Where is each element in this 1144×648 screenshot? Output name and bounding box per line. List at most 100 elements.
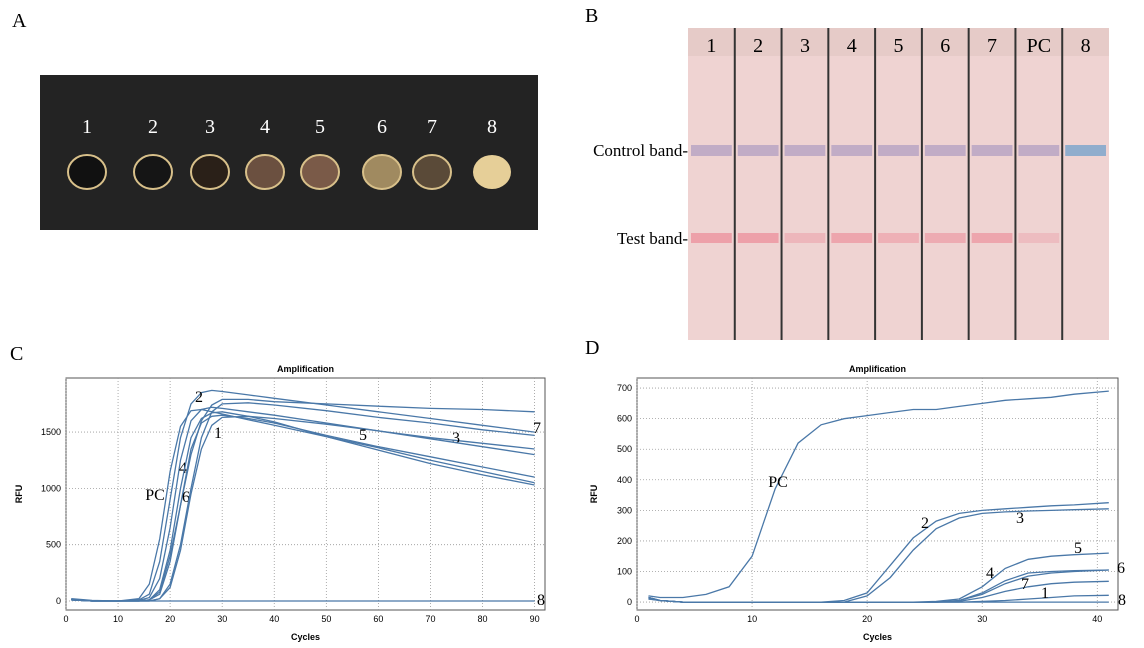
y-tick-label: 1500 (41, 427, 61, 437)
x-axis-label: Cycles (863, 632, 892, 642)
panel-label: C (10, 343, 23, 365)
seed (412, 154, 452, 190)
x-tick-label: 80 (478, 614, 488, 624)
x-tick-label: 20 (165, 614, 175, 624)
control-band (878, 145, 919, 156)
curve-label: 3 (452, 430, 460, 447)
y-tick-label: 0 (627, 597, 632, 607)
panel-label: A (12, 10, 27, 32)
amplification-curve (648, 390, 1109, 599)
plot-area (636, 377, 1119, 611)
x-tick-label: 0 (63, 614, 68, 624)
seed-number: 4 (260, 116, 270, 138)
seed-number: 6 (377, 116, 387, 138)
curve-label: PC (145, 487, 165, 504)
x-tick-label: 10 (747, 614, 757, 624)
x-tick-label: 40 (269, 614, 279, 624)
x-tick-label: 70 (425, 614, 435, 624)
seed (133, 154, 173, 190)
curve-label: 2 (921, 515, 929, 532)
seed (245, 154, 285, 190)
curve-label: 1 (214, 425, 222, 442)
curve-label: 7 (1021, 576, 1029, 593)
test-band (1018, 233, 1060, 243)
y-tick-label: 500 (46, 540, 61, 550)
y-tick-label: 300 (617, 505, 632, 515)
control-band (691, 145, 732, 156)
amplification-curve (71, 599, 535, 602)
curve-label: 4 (986, 565, 994, 582)
amplification-curve (648, 598, 1109, 603)
chart-title: Amplification (277, 364, 334, 374)
curve-label: 3 (1016, 510, 1024, 527)
test-band (784, 233, 826, 243)
y-tick-label: 1000 (41, 483, 61, 493)
control-band (831, 145, 873, 156)
y-axis-label: RFU (14, 485, 24, 504)
curve-label: 4 (179, 460, 187, 477)
x-tick-label: 30 (217, 614, 227, 624)
control-band (1018, 145, 1060, 156)
lane-label: 4 (847, 35, 857, 57)
y-axis-label: RFU (589, 485, 599, 504)
strip-photo (688, 28, 1109, 340)
control-band (971, 145, 1013, 156)
lane-label: 2 (753, 35, 763, 57)
panel-label: B (585, 5, 598, 27)
y-tick-label: 500 (617, 444, 632, 454)
curve-label: PC (768, 474, 788, 491)
band-label: Control band- (593, 141, 688, 160)
y-tick-label: 400 (617, 475, 632, 485)
lane-label: 6 (940, 35, 950, 57)
seed-number: 7 (427, 116, 437, 138)
y-tick-label: 600 (617, 414, 632, 424)
y-tick-label: 0 (56, 596, 61, 606)
test-band (691, 233, 732, 243)
plot-area (65, 377, 546, 611)
x-tick-label: 20 (862, 614, 872, 624)
curve-label: 5 (1074, 540, 1082, 557)
chart-title: Amplification (849, 364, 906, 374)
test-band (737, 233, 779, 243)
seed-number: 3 (205, 116, 215, 138)
x-tick-label: 30 (977, 614, 987, 624)
curve-label: 6 (1117, 560, 1125, 577)
seed-photo (40, 75, 538, 230)
curve-label: 6 (182, 489, 190, 506)
curve-label: 5 (359, 427, 367, 444)
test-band (924, 233, 966, 243)
y-tick-label: 700 (617, 383, 632, 393)
x-tick-label: 60 (373, 614, 383, 624)
lane-label: PC (1027, 35, 1051, 57)
x-tick-label: 0 (634, 614, 639, 624)
lane-label: 1 (706, 35, 716, 57)
curve-label: 8 (537, 592, 545, 609)
x-tick-label: 40 (1092, 614, 1102, 624)
curve-label: 7 (533, 420, 541, 437)
lane-label: 8 (1081, 35, 1091, 57)
seed (190, 154, 230, 190)
x-tick-label: 50 (321, 614, 331, 624)
curve-label: 2 (195, 389, 203, 406)
control-band (1065, 145, 1106, 156)
y-tick-label: 100 (617, 566, 632, 576)
curve-label: 8 (1118, 592, 1126, 609)
test-band (971, 233, 1013, 243)
x-tick-label: 90 (530, 614, 540, 624)
seed (300, 154, 340, 190)
control-band (784, 145, 826, 156)
test-band (831, 233, 873, 243)
curve-label: 1 (1041, 585, 1049, 602)
seed (67, 154, 107, 190)
seed-number: 8 (487, 116, 497, 138)
band-label: Test band- (617, 229, 688, 248)
panel-label: D (585, 337, 599, 359)
control-band (924, 145, 966, 156)
seed (362, 154, 402, 190)
x-axis-label: Cycles (291, 632, 320, 642)
control-band (737, 145, 779, 156)
test-band (878, 233, 919, 243)
seed-number: 5 (315, 116, 325, 138)
lane-label: 5 (894, 35, 904, 57)
